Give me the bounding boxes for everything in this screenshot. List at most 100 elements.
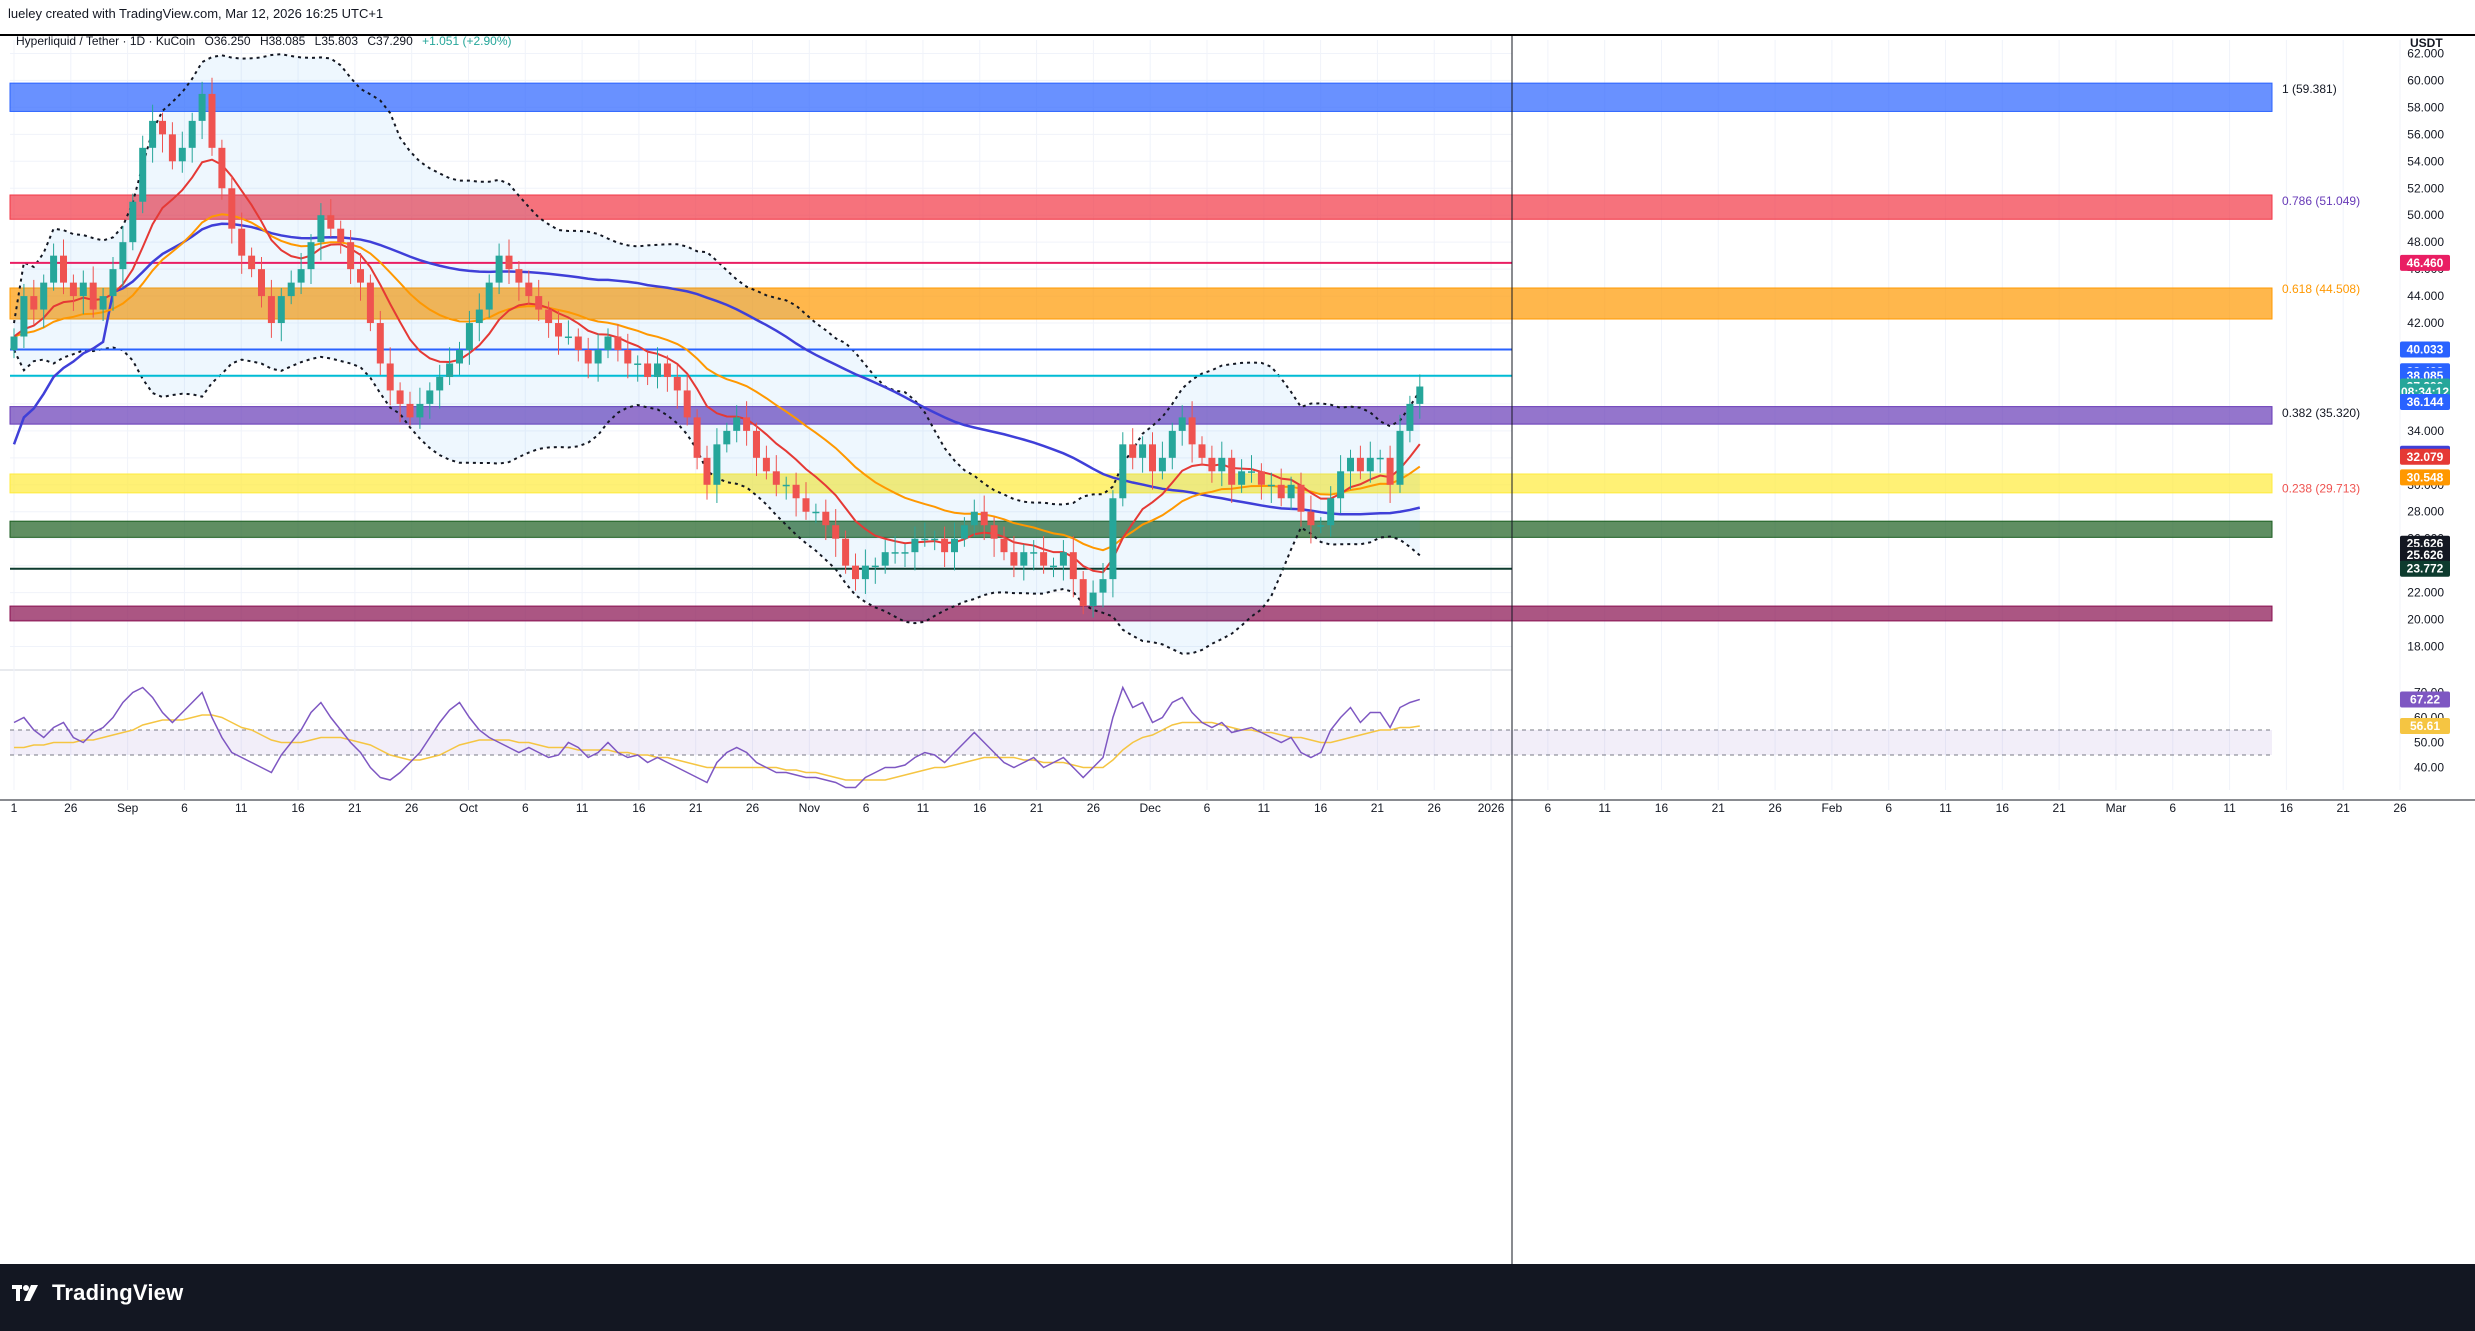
candle-body (604, 336, 612, 350)
rsi-tag-text: 67.22 (2410, 692, 2440, 706)
candle-body (1317, 525, 1325, 527)
price-tag (2400, 448, 2450, 465)
candlesticks (10, 77, 1424, 618)
time-tick-label: 11 (917, 801, 930, 815)
time-tick-label: 11 (1939, 801, 1952, 815)
candle-body (1287, 484, 1295, 499)
bollinger-fill (14, 54, 1420, 654)
candle-body (931, 538, 939, 541)
ohlc-high: H38.085 (259, 34, 306, 48)
price-tag-text: 30.548 (2407, 470, 2444, 484)
chart-header: lueley created with TradingView.com, Mar… (0, 0, 2475, 36)
footer-bar: TradingView (0, 1264, 2475, 1331)
bollinger-cloud (13, 53, 1421, 655)
candle-body (376, 323, 384, 364)
symbol-name[interactable]: Hyperliquid / Tether · 1D · KuCoin (16, 34, 196, 48)
price-tag-text: 46.460 (2407, 256, 2444, 270)
price-tag-text: 23.772 (2407, 562, 2444, 576)
time-tick-label: 16 (973, 801, 987, 815)
candle-body (723, 430, 731, 445)
candle-body (99, 296, 107, 310)
candle-body (495, 255, 503, 283)
candle-body (644, 363, 652, 377)
rsi-line (13, 685, 1421, 789)
candle-body (109, 269, 117, 297)
candle-body (79, 282, 87, 297)
symbol-info[interactable]: Hyperliquid / Tether · 1D · KuCoin O36.2… (16, 34, 518, 48)
candle-body (743, 417, 751, 431)
candle-body (792, 484, 800, 499)
rsi-tag (2400, 717, 2450, 734)
price-tick-label: 58.000 (2407, 100, 2444, 114)
candle-body (515, 269, 523, 283)
time-tick-label: 6 (522, 801, 529, 815)
price-tag (2400, 341, 2450, 358)
candle-body (1149, 444, 1156, 472)
candle-body (802, 498, 810, 512)
moving-averages (12, 158, 1421, 574)
candle-body (1188, 417, 1196, 445)
candle-body (951, 538, 958, 553)
candle-body (20, 296, 28, 337)
candle-body (753, 430, 760, 458)
rsi-tick-label: 40.00 (2414, 761, 2444, 775)
candle-body (1396, 430, 1404, 485)
fib-label: 1 (59.381) (2282, 82, 2337, 96)
candle-body (1198, 444, 1206, 458)
candle-body (545, 309, 553, 324)
time-tick-label: 26 (746, 801, 760, 815)
candle-body (891, 552, 899, 554)
price-tag-text: 40.033 (2407, 343, 2444, 357)
candle-body (258, 269, 265, 297)
candle-body (782, 484, 790, 487)
price-tag (2400, 393, 2450, 410)
candle-body (40, 282, 48, 310)
time-tick-label: 11 (2223, 801, 2236, 815)
ohlc-change: +1.051 (+2.90%) (422, 34, 512, 48)
candle-body (1030, 552, 1038, 554)
candle-body (624, 350, 632, 364)
candle-body (317, 215, 325, 243)
price-tag (2400, 469, 2450, 486)
time-tick-label: 26 (64, 801, 78, 815)
candle-body (287, 282, 295, 297)
tradingview-logo-icon (12, 1285, 38, 1301)
rsi-tag (2400, 691, 2450, 708)
currency-label[interactable]: USDT (2410, 36, 2443, 50)
candle-body (970, 511, 978, 526)
time-axis[interactable]: 1 26 Sep 6 11 16 21 26 Oct 6 11 16 21 26 Nov 6 11 16 21 26 D… (0, 799, 2475, 815)
candle-body (663, 363, 671, 377)
time-tick-label: Sep (117, 801, 139, 815)
time-tick-label: 16 (1314, 801, 1328, 815)
horizontal-levels (10, 261, 1512, 570)
candle-body (69, 282, 77, 297)
candle-body (584, 350, 592, 364)
fib-label: 0.618 (44.508) (2282, 282, 2360, 296)
candle-body (30, 296, 38, 310)
price-tag-text: 25.626 (2407, 548, 2444, 562)
time-tick-label: Dec (1140, 801, 1161, 815)
candle-body (505, 255, 513, 270)
candle-body (465, 323, 473, 350)
price-tick-label: 20.000 (2407, 613, 2444, 627)
ema-slow-line (13, 213, 1421, 552)
fib-label: 0.238 (29.713) (2282, 482, 2360, 496)
candle-body (426, 390, 434, 404)
candle-body (307, 242, 315, 270)
time-tick-label: 6 (863, 801, 870, 815)
candle-body (614, 336, 622, 350)
tradingview-logo[interactable]: TradingView (12, 1280, 183, 1306)
price-tick-label: 50.000 (2407, 208, 2444, 222)
time-tick-label: Feb (1822, 801, 1843, 815)
candle-body (673, 376, 681, 391)
price-tick-label: 42.000 (2407, 316, 2444, 330)
price-tag-text: 36.144 (2407, 395, 2444, 409)
time-tick-label: 26 (405, 801, 419, 815)
candle-body (1366, 457, 1374, 472)
candle-body (149, 120, 157, 148)
candle-body (475, 309, 483, 324)
candle-body (772, 471, 780, 485)
fibonacci-labels: 1 (59.381) 0.786 (51.049) 0.618 (44.508) 0.… (2282, 82, 2360, 496)
ohlc-close: C37.290 (367, 34, 413, 48)
